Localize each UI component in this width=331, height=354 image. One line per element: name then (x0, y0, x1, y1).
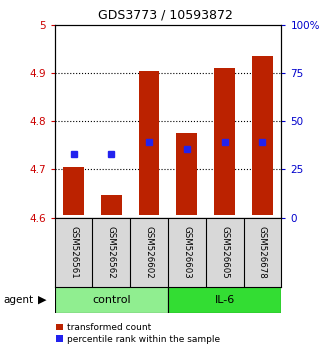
Bar (176, 133, 197, 215)
Text: GSM526602: GSM526602 (145, 226, 154, 279)
Bar (101, 195, 122, 215)
Text: agent: agent (3, 295, 33, 305)
Bar (214, 68, 235, 215)
Legend: transformed count, percentile rank within the sample: transformed count, percentile rank withi… (56, 323, 220, 344)
Bar (63, 167, 84, 215)
FancyBboxPatch shape (168, 287, 281, 313)
Text: GSM526603: GSM526603 (182, 226, 191, 279)
Text: GSM526561: GSM526561 (69, 226, 78, 279)
Bar (252, 56, 273, 215)
Text: GSM526678: GSM526678 (258, 226, 267, 279)
Text: GDS3773 / 10593872: GDS3773 / 10593872 (98, 9, 233, 22)
Text: IL-6: IL-6 (214, 295, 235, 305)
Text: GSM526562: GSM526562 (107, 226, 116, 279)
Text: control: control (92, 295, 131, 305)
Bar (139, 70, 160, 215)
FancyBboxPatch shape (55, 287, 168, 313)
Text: GSM526605: GSM526605 (220, 226, 229, 279)
Text: ▶: ▶ (38, 295, 47, 305)
